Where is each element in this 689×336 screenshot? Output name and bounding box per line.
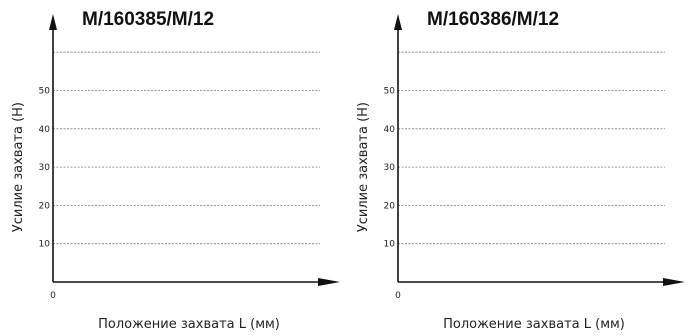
y-tick-label: 30 — [384, 163, 396, 173]
x-tick-label: 0 — [395, 291, 401, 301]
y-tick-label: 50 — [384, 87, 396, 97]
x-axis-label: Положение захвата L (мм) — [443, 317, 625, 332]
x-axis-arrow-icon — [318, 278, 340, 286]
y-tick-label: 20 — [384, 201, 396, 211]
x-axis-label: Положение захвата L (мм) — [98, 317, 280, 332]
chart-title: M/160386/M/12 — [427, 9, 559, 30]
chart-svg-right: M/160386/M/12010203040506 01020304050Пол… — [356, 9, 685, 332]
y-tick-label: 10 — [39, 240, 51, 250]
chart-svg-left: M/160385/M/1201020304050601020304050Поло… — [11, 9, 340, 332]
x-tick-label: 0 — [50, 291, 56, 301]
y-tick-label: 40 — [384, 125, 396, 135]
chart-right: M/160386/M/12010203040506 01020304050Пол… — [345, 0, 689, 336]
y-tick-label: 20 — [39, 201, 51, 211]
y-tick-label: 10 — [384, 240, 396, 250]
y-tick-label: 30 — [39, 163, 51, 173]
y-tick-label: 50 — [39, 87, 51, 97]
y-axis-arrow-icon — [394, 14, 402, 30]
chart-left: M/160385/M/1201020304050601020304050Поло… — [0, 0, 344, 336]
y-axis-label: Усилие захвата (Н) — [11, 102, 26, 232]
y-axis-label: Усилие захвата (Н) — [356, 102, 371, 232]
y-tick-label: 40 — [39, 125, 51, 135]
chart-title: M/160385/M/12 — [82, 9, 214, 30]
y-axis-arrow-icon — [49, 14, 57, 30]
x-axis-arrow-icon — [663, 278, 685, 286]
